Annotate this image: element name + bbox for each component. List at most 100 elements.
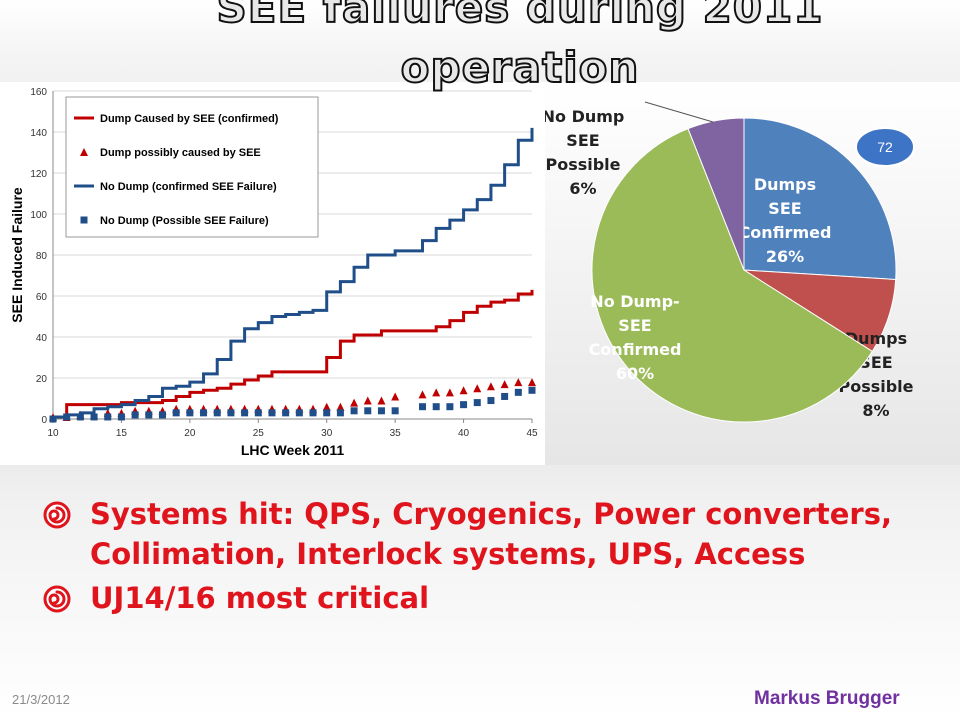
x-tick-label: 25	[253, 428, 265, 439]
data-point	[473, 399, 481, 407]
data-point	[227, 409, 235, 417]
legend-label: No Dump (confirmed SEE Failure)	[100, 181, 277, 193]
legend-swatch	[80, 148, 88, 156]
data-point	[282, 409, 290, 417]
data-point	[117, 413, 125, 421]
data-point	[350, 398, 359, 407]
data-point	[459, 386, 468, 395]
slice-label: No Dump- SEE Confirmed 60%	[589, 292, 682, 383]
slice-label-line: Dumps	[754, 175, 816, 194]
data-point	[200, 409, 208, 417]
data-point	[377, 396, 386, 405]
data-point	[76, 413, 84, 421]
footer-author: Markus Brugger	[754, 688, 900, 709]
data-point	[364, 407, 372, 415]
legend: Dump Caused by SEE (confirmed) Dump possi…	[65, 96, 319, 238]
data-point	[391, 392, 400, 401]
pie-slice	[743, 117, 897, 281]
data-point	[186, 409, 194, 417]
data-point	[90, 413, 98, 421]
data-point	[528, 378, 536, 387]
data-point	[131, 411, 139, 419]
data-point	[241, 409, 249, 417]
data-point	[486, 382, 495, 391]
data-point	[322, 402, 331, 411]
slice-label-line: 60%	[616, 364, 654, 383]
data-point	[391, 407, 399, 415]
y-tick-label: 120	[30, 169, 47, 180]
slice-label-line: 6%	[569, 179, 596, 198]
pie-slice	[591, 128, 874, 423]
data-point	[419, 403, 427, 411]
slice-label-line: Possible	[545, 155, 620, 174]
data-point	[336, 409, 344, 417]
data-point	[350, 407, 358, 415]
legend-label: No Dump (Possible SEE Failure)	[100, 215, 269, 227]
x-tick-label: 15	[116, 428, 128, 439]
data-point	[528, 386, 536, 394]
pie-chart: Dumps SEE Confirmed 26% Dumps SEE Possible 8% No…	[545, 82, 960, 465]
data-point	[500, 380, 509, 389]
slice-label-line: SEE	[566, 131, 599, 150]
y-tick-label: 160	[30, 87, 47, 98]
swirl-bullet-icon	[43, 501, 71, 529]
slice-label-line: SEE	[618, 316, 651, 335]
bullet-list: Systems hit: QPS, Cryogenics, Power conv…	[40, 494, 950, 622]
legend-box	[65, 96, 319, 238]
bullet-item: UJ14/16 most critical	[40, 578, 950, 618]
slice-label: No Dump SEE Possible 6%	[545, 107, 624, 198]
slice-label-line: No Dump	[545, 107, 624, 126]
slice-label-line: 8%	[862, 401, 889, 420]
y-axis-label: SEE Induced Failure	[9, 187, 25, 323]
bullet-text: UJ14/16 most critical	[90, 581, 430, 615]
data-point	[254, 409, 262, 417]
data-point	[145, 411, 153, 419]
slice-label-line: Confirmed	[739, 223, 832, 242]
legend-label: Dump Caused by SEE (confirmed)	[100, 113, 279, 125]
data-point	[432, 403, 440, 411]
slice-label-line: Dumps	[845, 329, 907, 348]
series-line	[53, 127, 534, 419]
y-tick-label: 140	[30, 128, 47, 139]
x-tick-label: 45	[526, 428, 538, 439]
page-title: SEE failures during 2011 operation	[216, 0, 824, 93]
bullet-item: Systems hit: QPS, Cryogenics, Power conv…	[40, 494, 950, 574]
data-point	[473, 384, 482, 393]
x-tick-label: 30	[321, 428, 333, 439]
data-point	[514, 378, 523, 387]
data-point	[49, 415, 57, 423]
leader-line	[644, 101, 714, 123]
data-point	[104, 413, 112, 421]
legend-label: Dump possibly caused by SEE	[100, 147, 261, 159]
x-tick-label: 10	[47, 428, 59, 439]
series-line	[53, 289, 534, 419]
data-point	[158, 411, 166, 419]
data-point	[172, 409, 180, 417]
line-chart: 0 20 40 60 80 100 120 140 160 10 15 20 25 30 35 40 45 LHC…	[0, 82, 545, 465]
x-tick-label: 35	[390, 428, 402, 439]
y-tick-label: 80	[36, 251, 48, 262]
slice-label-line: SEE	[768, 199, 801, 218]
data-point	[309, 409, 317, 417]
data-point	[445, 388, 454, 397]
slice-label: Dumps SEE Confirmed 26%	[739, 175, 832, 266]
x-axis-label: LHC Week 2011	[241, 442, 344, 458]
data-point	[336, 402, 345, 411]
data-point	[213, 409, 221, 417]
data-point	[268, 409, 276, 417]
data-point	[432, 388, 441, 397]
data-point	[363, 396, 372, 405]
pie-slice	[687, 117, 745, 271]
data-point	[63, 413, 71, 421]
data-point	[514, 388, 522, 396]
data-point	[487, 397, 495, 405]
slice-label-line: No Dump-	[590, 292, 679, 311]
y-tick-label: 20	[36, 374, 48, 385]
x-tick-label: 20	[184, 428, 196, 439]
data-point	[446, 403, 454, 411]
y-tick-label: 40	[36, 333, 48, 344]
bullet-text: Systems hit: QPS, Cryogenics, Power conv…	[90, 497, 892, 571]
y-tick-label: 100	[30, 210, 47, 221]
data-point	[418, 390, 427, 399]
data-point	[323, 409, 331, 417]
